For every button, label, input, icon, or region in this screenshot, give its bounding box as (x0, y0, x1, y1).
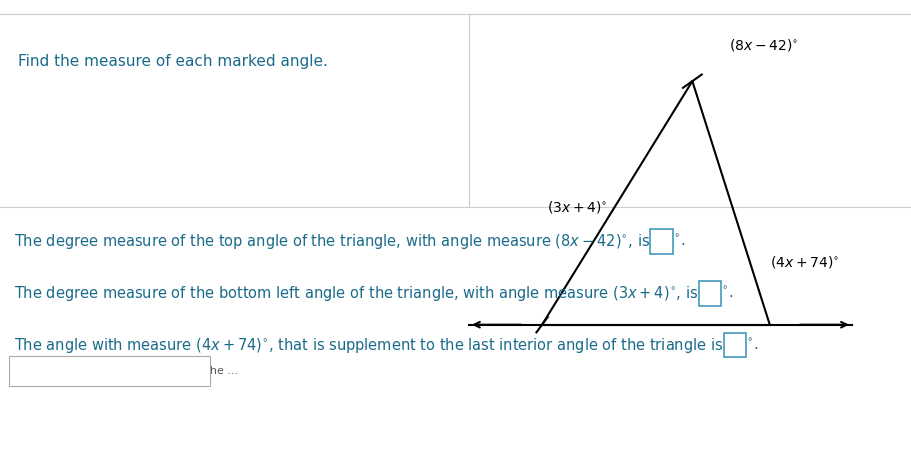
FancyBboxPatch shape (723, 333, 746, 357)
Text: $(8x-42)^{\circ}$: $(8x-42)^{\circ}$ (729, 37, 798, 53)
Text: The angle with measure $(4x + 74)^{\circ}$, that is supplement to the last inter: The angle with measure $(4x + 74)^{\circ… (14, 336, 723, 354)
FancyBboxPatch shape (9, 356, 210, 386)
FancyBboxPatch shape (650, 229, 673, 253)
Text: Find the measure of each marked angle.: Find the measure of each marked angle. (18, 54, 328, 69)
Text: $^{\circ}$.: $^{\circ}$. (722, 285, 733, 301)
Text: the correct choices that complete the ...: the correct choices that complete the ..… (14, 366, 238, 376)
Text: $^{\circ}$.: $^{\circ}$. (673, 234, 685, 249)
Text: The degree measure of the top angle of the triangle, with angle measure $(8x - 4: The degree measure of the top angle of t… (14, 232, 650, 251)
FancyBboxPatch shape (699, 281, 722, 306)
Text: $(4x+74)^{\circ}$: $(4x+74)^{\circ}$ (770, 253, 839, 270)
Text: $(3x+4)^{\circ}$: $(3x+4)^{\circ}$ (547, 199, 607, 216)
Text: $^{\circ}$.: $^{\circ}$. (746, 337, 759, 353)
Text: The degree measure of the bottom left angle of the triangle, with angle measure : The degree measure of the bottom left an… (14, 284, 699, 303)
